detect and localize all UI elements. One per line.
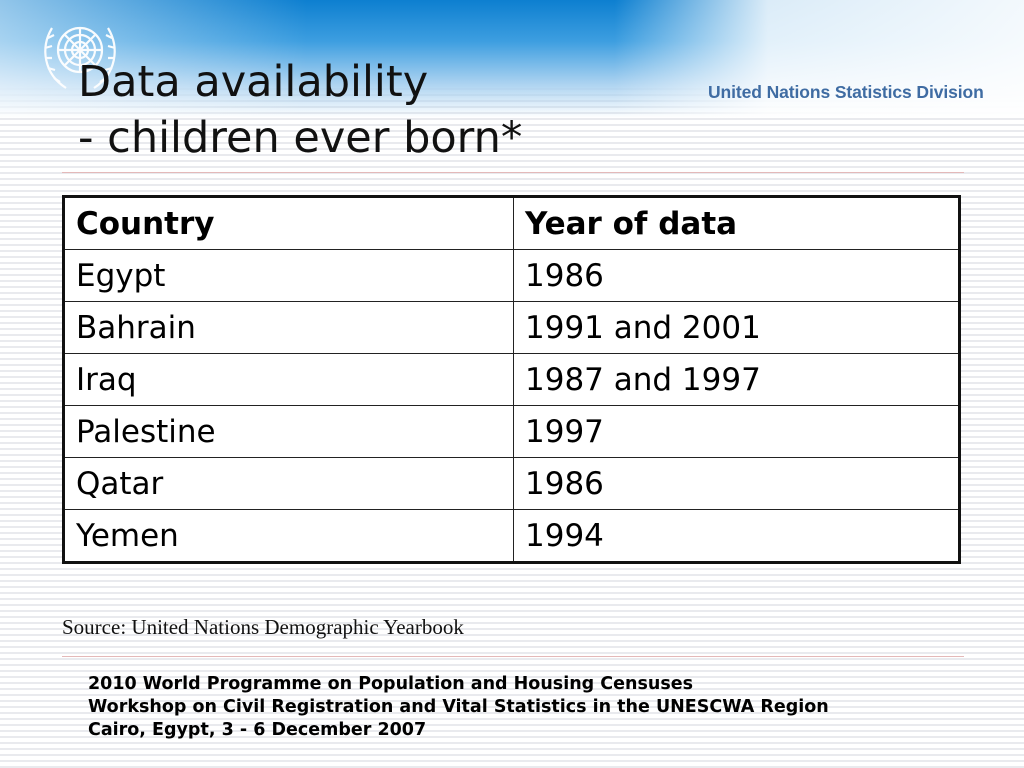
table-row: Egypt 1986	[63, 249, 960, 302]
country-cell: Iraq	[63, 353, 514, 406]
footer-line-1: 2010 World Programme on Population and H…	[88, 674, 694, 694]
footer-line-2: Workshop on Civil Registration and Vital…	[88, 697, 829, 717]
country-cell: Qatar	[63, 457, 514, 510]
table-row: Yemen 1994	[63, 509, 960, 563]
data-availability-table: Country Year of data Egypt 1986 Bahrain …	[62, 195, 961, 564]
year-cell: 1997	[513, 405, 960, 458]
country-cell: Palestine	[63, 405, 514, 458]
header-banner	[0, 0, 1024, 118]
year-cell: 1986	[513, 457, 960, 510]
table-row: Palestine 1997	[63, 405, 960, 458]
table-row: Qatar 1986	[63, 457, 960, 510]
division-label: United Nations Statistics Division	[708, 82, 984, 102]
column-header-year: Year of data	[513, 196, 960, 250]
table-row: Iraq 1987 and 1997	[63, 353, 960, 406]
divider-top	[62, 172, 964, 173]
country-cell: Bahrain	[63, 301, 514, 354]
year-cell: 1994	[513, 509, 960, 563]
country-cell: Yemen	[63, 509, 514, 563]
title-line-2: - children ever born*	[78, 113, 523, 163]
table-row: Bahrain 1991 and 2001	[63, 301, 960, 354]
column-header-country: Country	[63, 196, 514, 250]
divider-bottom	[62, 656, 964, 657]
year-cell: 1987 and 1997	[513, 353, 960, 406]
country-cell: Egypt	[63, 249, 514, 302]
un-emblem-icon	[44, 26, 116, 89]
year-cell: 1986	[513, 249, 960, 302]
year-cell: 1991 and 2001	[513, 301, 960, 354]
slide-title: Data availability - children ever born*	[78, 54, 522, 166]
footer-line-3: Cairo, Egypt, 3 - 6 December 2007	[88, 720, 427, 740]
slide-footer: 2010 World Programme on Population and H…	[88, 673, 829, 742]
title-line-1: Data availability	[78, 57, 429, 107]
source-note: Source: United Nations Demographic Yearb…	[62, 615, 464, 639]
table-header-row: Country Year of data	[63, 196, 960, 250]
